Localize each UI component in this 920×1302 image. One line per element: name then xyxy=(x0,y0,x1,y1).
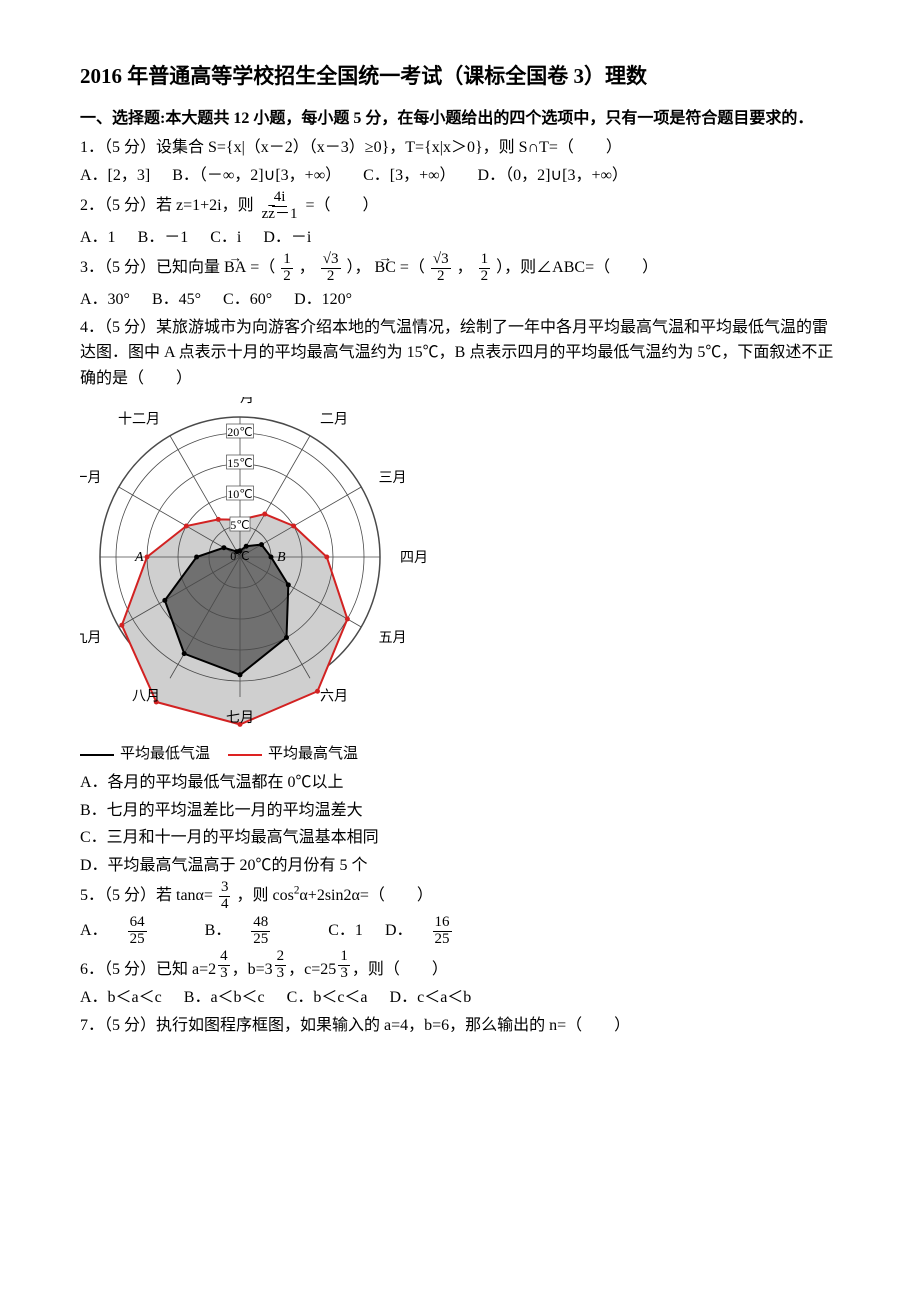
q3-stem: 3．（5 分）已知向量 BA =（ 12 ， √32 ）， BC =（ √32 … xyxy=(80,252,840,285)
section-heading: 一、选择题:本大题共 12 小题，每小题 5 分，在每小题给出的四个选项中，只有… xyxy=(80,106,840,132)
q5-opt-c: C．1 xyxy=(328,922,363,939)
svg-text:十二月: 十二月 xyxy=(118,412,160,428)
q2-frac-num: 4i xyxy=(272,190,288,207)
vector-bc: BC xyxy=(375,255,396,281)
q1-opt-a: A．[2，3] xyxy=(80,167,150,184)
q6-prefix: 6．（5 分）已知 a=2 xyxy=(80,961,216,978)
q4-stem: 4．（5 分）某旅游城市为向游客介绍本地的气温情况，绘制了一年中各月平均最高气温… xyxy=(80,315,840,392)
q6-e2: 23 xyxy=(273,959,289,971)
legend-low: 平均最低气温 xyxy=(80,742,210,766)
q2-fraction: 4i zz－1 xyxy=(260,190,300,223)
svg-text:10℃: 10℃ xyxy=(227,487,252,501)
q4-opt-d: D．平均最高气温高于 20℃的月份有 5 个 xyxy=(80,853,840,879)
q2-opt-d: D．－i xyxy=(263,229,311,246)
q2-stem: 2．（5 分）若 z=1+2i，则 4i zz－1 =（ ） xyxy=(80,190,840,223)
q3-c1: ， xyxy=(299,259,315,276)
q3-frac2: √32 xyxy=(321,252,341,285)
q2-opt-a: A．1 xyxy=(80,229,116,246)
q3-prefix: 3．（5 分）已知向量 xyxy=(80,259,220,276)
svg-text:十一月: 十一月 xyxy=(80,470,101,486)
svg-text:一月: 一月 xyxy=(226,397,254,406)
svg-text:B: B xyxy=(277,550,286,565)
q2-frac-den: zz－1 xyxy=(260,207,300,223)
vector-ba: BA xyxy=(224,255,246,281)
q4-opt-a: A．各月的平均最低气温都在 0℃以上 xyxy=(80,770,840,796)
q5-opt-d: D．1625 xyxy=(385,922,488,939)
q2-opt-c: C．i xyxy=(210,229,241,246)
q6-end: ，则（ ） xyxy=(352,961,448,978)
q1-opt-d: D．（0，2]∪[3，+∞） xyxy=(478,167,628,184)
q5-opt-a: A．6425 xyxy=(80,922,183,939)
svg-text:五月: 五月 xyxy=(379,630,407,646)
q6-m1: ，b=3 xyxy=(232,961,273,978)
svg-text:0℃: 0℃ xyxy=(230,549,249,563)
q2-opt-b: B．－1 xyxy=(138,229,189,246)
q5-mid: ，则 cos xyxy=(236,887,293,904)
q2-options: A．1 B．－1 C．i D．－i xyxy=(80,225,840,251)
q6-stem: 6．（5 分）已知 a=243，b=323，c=2513，则（ ） xyxy=(80,949,840,983)
q2-den-zbar: z xyxy=(268,206,275,222)
svg-text:六月: 六月 xyxy=(320,689,348,705)
q3-end: ），则∠ABC=（ ） xyxy=(496,259,658,276)
q6-opt-b: B．a＜b＜c xyxy=(184,989,265,1006)
legend-low-swatch xyxy=(80,754,114,756)
q6-e3: 13 xyxy=(336,959,352,971)
svg-text:15℃: 15℃ xyxy=(227,456,252,470)
q3-mid: ）， xyxy=(347,259,371,276)
q5-mid2: α+2sin2α=（ ） xyxy=(299,887,433,904)
radar-svg: 0℃5℃10℃15℃20℃一月二月三月四月五月六月七月八月九月十月十一月十二月A… xyxy=(80,397,440,727)
q1-opt-b: B．（－∞，2]∪[3，+∞） xyxy=(172,167,341,184)
q7-stem: 7．（5 分）执行如图程序框图，如果输入的 a=4，b=6，那么输出的 n=（ … xyxy=(80,1013,840,1039)
legend-high-swatch xyxy=(228,754,262,756)
q6-options: A．b＜a＜c B．a＜b＜c C．b＜c＜a D．c＜a＜b xyxy=(80,985,840,1011)
legend-low-text: 平均最低气温 xyxy=(120,746,210,762)
svg-text:二月: 二月 xyxy=(320,412,348,428)
q3-frac4: 12 xyxy=(479,252,491,285)
q3-eq1: =（ xyxy=(250,259,275,276)
page-title: 2016 年普通高等学校招生全国统一考试（课标全国卷 3）理数 xyxy=(80,60,840,94)
q1-options: A．[2，3] B．（－∞，2]∪[3，+∞） C．[3，+∞） D．（0，2]… xyxy=(80,163,840,189)
q3-options: A．30° B．45° C．60° D．120° xyxy=(80,287,840,313)
svg-text:20℃: 20℃ xyxy=(227,425,252,439)
q6-opt-c: C．b＜c＜a xyxy=(287,989,368,1006)
q5-opt-b: B．4825 xyxy=(205,922,307,939)
q5-stem: 5．（5 分）若 tanα= 34 ，则 cos2α+2sin2α=（ ） xyxy=(80,880,840,913)
q1-opt-c: C．[3，+∞） xyxy=(363,167,455,184)
q2-den-tail: －1 xyxy=(275,206,298,222)
svg-text:三月: 三月 xyxy=(379,470,407,486)
q6-e1: 43 xyxy=(216,959,232,971)
svg-text:八月: 八月 xyxy=(132,689,160,705)
svg-text:A: A xyxy=(134,550,144,565)
q3-opt-c: C．60° xyxy=(223,291,272,308)
q4-opt-b: B．七月的平均温差比一月的平均温差大 xyxy=(80,798,840,824)
q3-opt-b: B．45° xyxy=(152,291,201,308)
q3-opt-d: D．120° xyxy=(294,291,352,308)
radar-chart: 0℃5℃10℃15℃20℃一月二月三月四月五月六月七月八月九月十月十一月十二月A… xyxy=(80,397,840,736)
q3-frac1: 12 xyxy=(281,252,293,285)
q6-m2: ，c=25 xyxy=(288,961,336,978)
svg-text:5℃: 5℃ xyxy=(230,518,249,532)
legend-high: 平均最高气温 xyxy=(228,742,358,766)
q5-frac: 34 xyxy=(219,880,231,913)
legend-high-text: 平均最高气温 xyxy=(268,746,358,762)
q1-stem: 1．（5 分）设集合 S={x|（x－2）（x－3）≥0}，T={x|x＞0}，… xyxy=(80,135,840,161)
q5-prefix: 5．（5 分）若 tanα= xyxy=(80,887,213,904)
radar-legend: 平均最低气温 平均最高气温 xyxy=(80,742,840,766)
svg-text:九月: 九月 xyxy=(80,630,101,646)
q6-opt-a: A．b＜a＜c xyxy=(80,989,162,1006)
q3-frac3: √32 xyxy=(431,252,451,285)
q6-opt-d: D．c＜a＜b xyxy=(390,989,472,1006)
q5-options: A．6425 B．4825 C．1 D．1625 xyxy=(80,915,840,948)
q3-c2: ， xyxy=(457,259,473,276)
q4-opt-c: C．三月和十一月的平均最高气温基本相同 xyxy=(80,825,840,851)
q2-prefix: 2．（5 分）若 z=1+2i，则 xyxy=(80,197,254,214)
q2-suffix: =（ ） xyxy=(305,197,378,214)
svg-text:七月: 七月 xyxy=(226,710,254,726)
q3-opt-a: A．30° xyxy=(80,291,130,308)
svg-text:四月: 四月 xyxy=(400,550,428,566)
q3-eq2: =（ xyxy=(400,259,425,276)
